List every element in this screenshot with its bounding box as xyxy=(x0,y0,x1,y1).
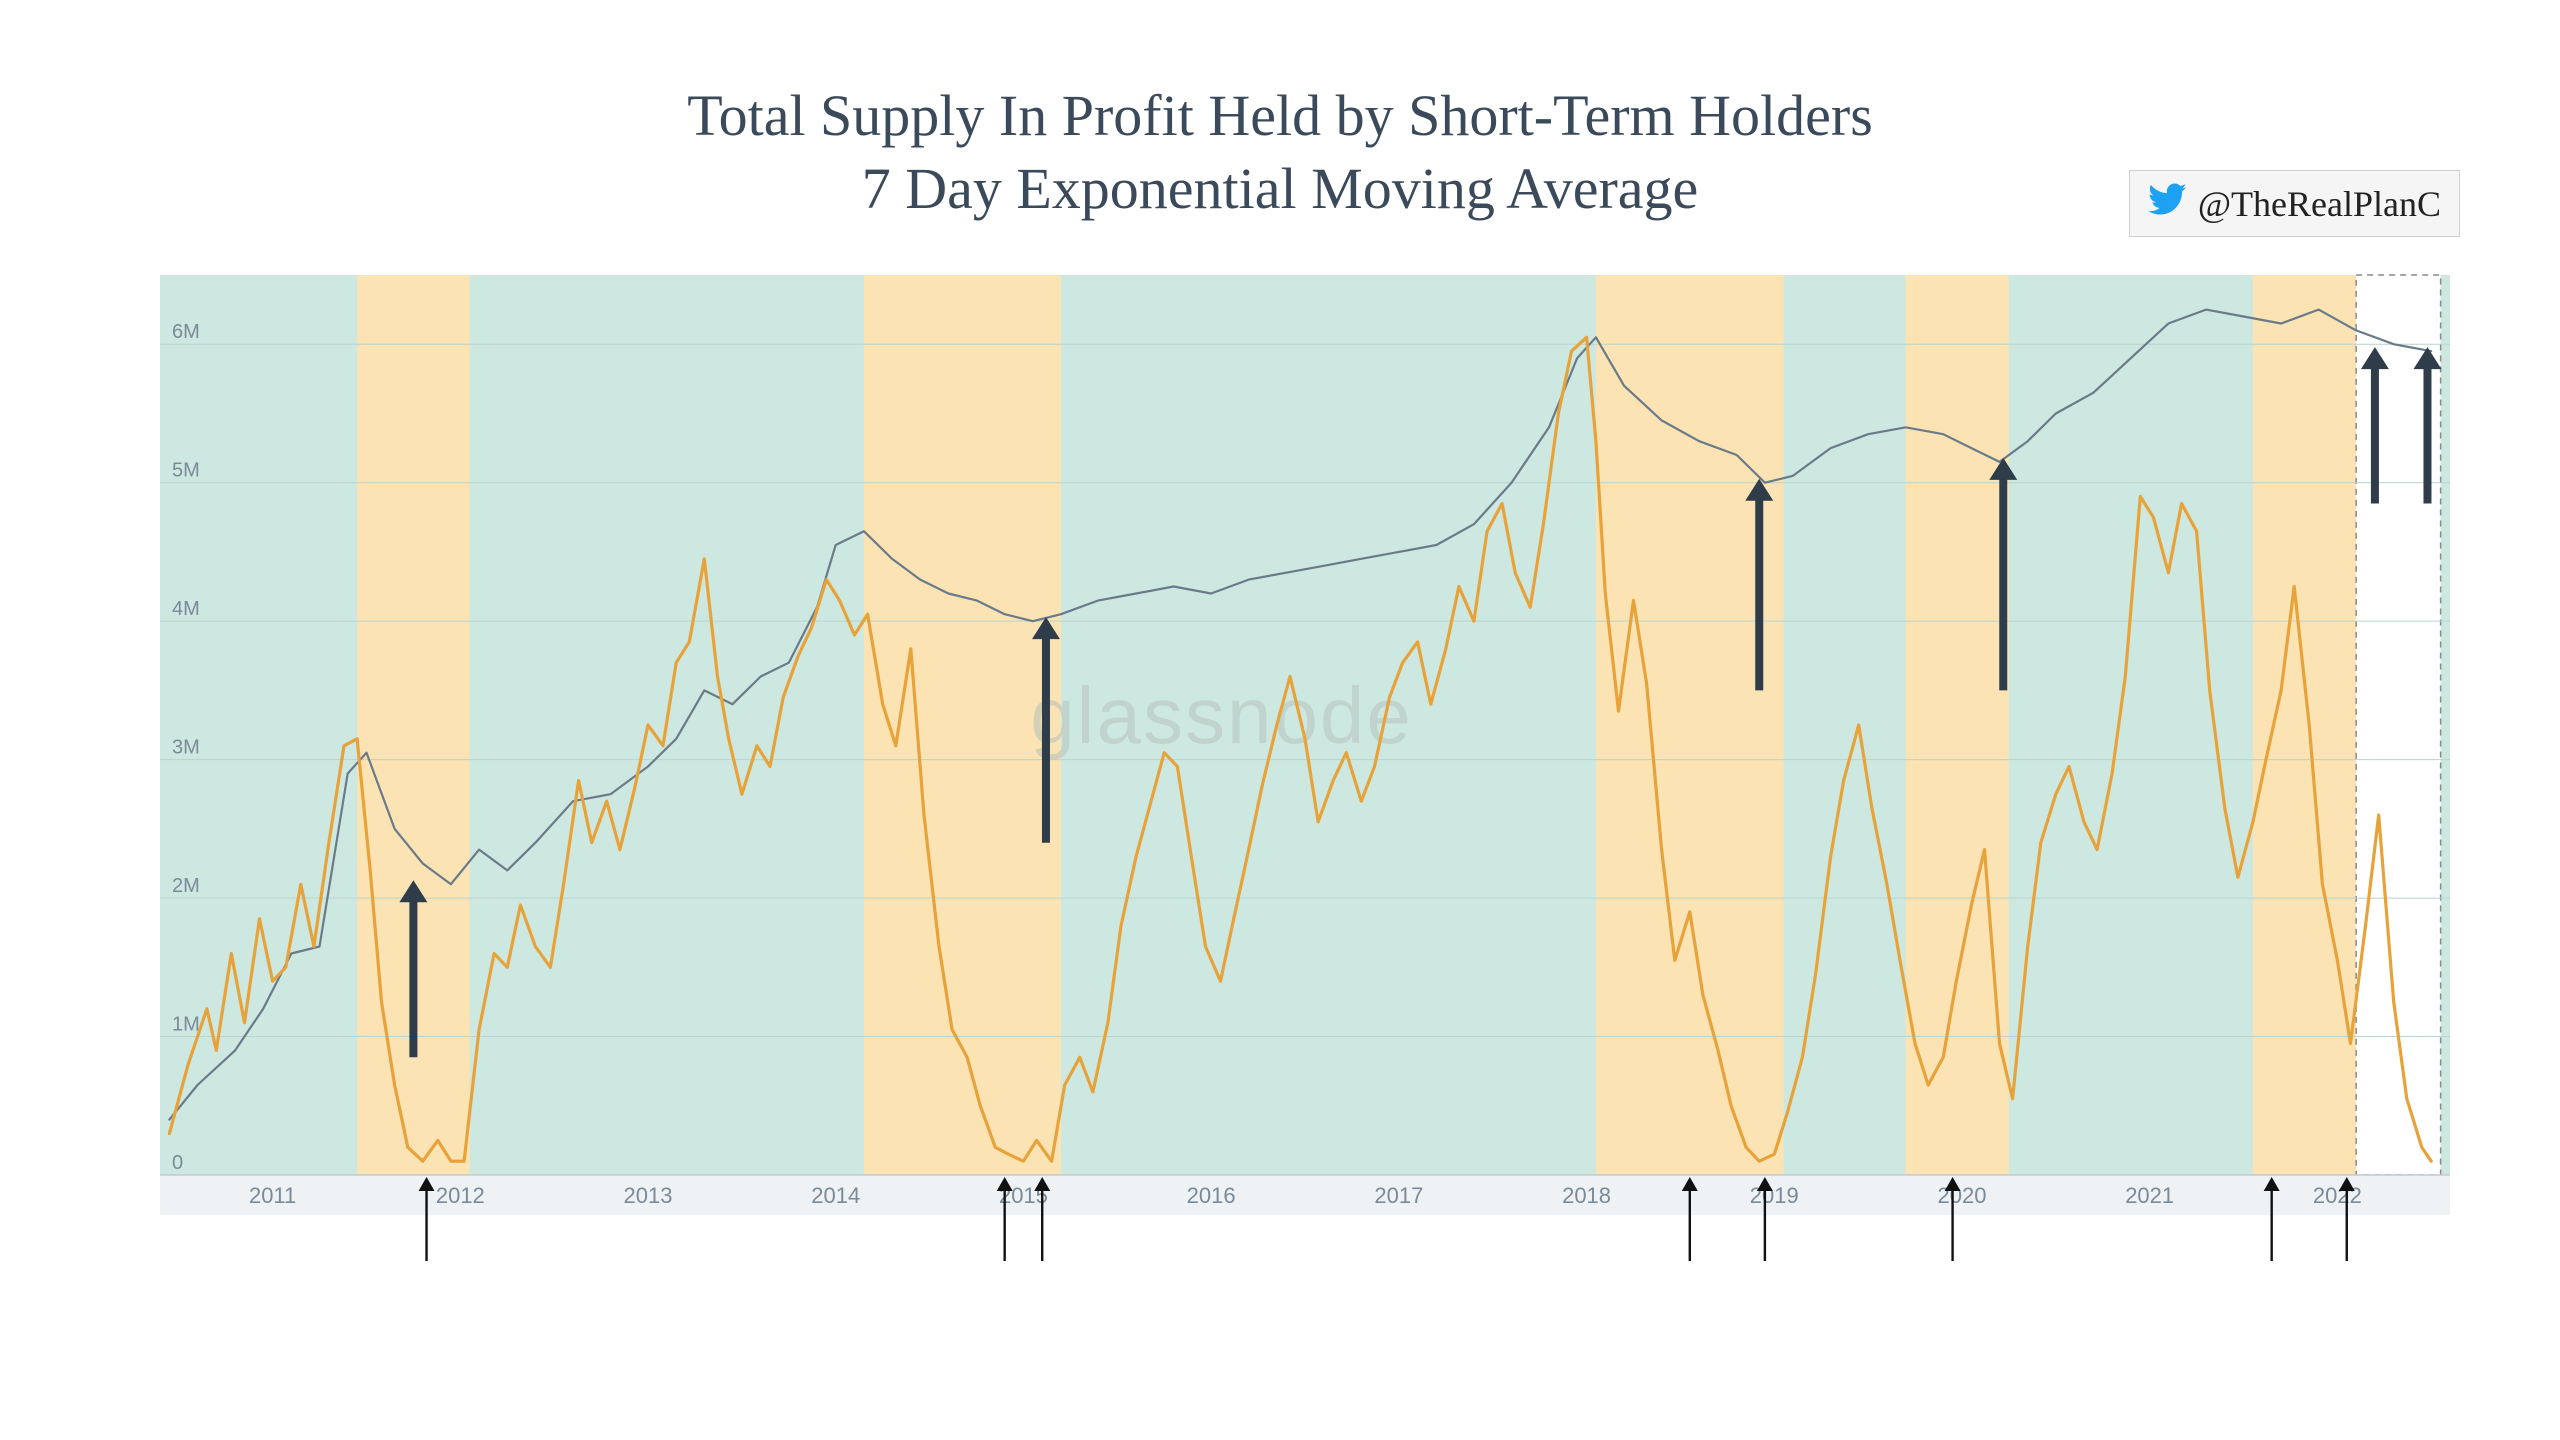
x-tick-label: 2014 xyxy=(811,1183,860,1208)
highlight-band xyxy=(1906,275,2009,1175)
highlight-band xyxy=(1596,275,1784,1175)
title-line-1: Total Supply In Profit Held by Short-Ter… xyxy=(100,80,2460,153)
x-axis-strip xyxy=(160,1175,2450,1215)
handle-badge: @TheRealPlanC xyxy=(2129,170,2460,237)
x-tick-label: 2022 xyxy=(2313,1183,2362,1208)
y-tick-label: 3M xyxy=(172,737,200,759)
x-tick-label: 2021 xyxy=(2125,1183,2174,1208)
x-tick-label: 2013 xyxy=(624,1183,673,1208)
y-tick-label: 1M xyxy=(172,1014,200,1036)
x-tick-label: 2012 xyxy=(436,1183,485,1208)
title-block: Total Supply In Profit Held by Short-Ter… xyxy=(100,80,2460,225)
x-tick-label: 2016 xyxy=(1187,1183,1236,1208)
y-tick-label: 5M xyxy=(172,460,200,482)
y-tick-label: 0 xyxy=(172,1152,183,1174)
highlight-band xyxy=(2253,275,2356,1175)
watermark: glassnode xyxy=(1030,671,1413,760)
x-tick-label: 2017 xyxy=(1374,1183,1423,1208)
handle-text: @TheRealPlanC xyxy=(2198,183,2441,225)
title-line-2: 7 Day Exponential Moving Average xyxy=(100,153,2460,226)
x-tick-label: 2018 xyxy=(1562,1183,1611,1208)
y-tick-label: 6M xyxy=(172,321,200,343)
y-tick-label: 4M xyxy=(172,598,200,620)
chart-container: 0 1M 2M 3M 4M 5M 6M glassnode 2011 2012 2013 2014 20… xyxy=(100,265,2460,1265)
y-tick-label: 2M xyxy=(172,875,200,897)
x-tick-label: 2019 xyxy=(1750,1183,1799,1208)
x-tick-label: 2020 xyxy=(1937,1183,1986,1208)
x-tick-label: 2011 xyxy=(249,1183,296,1208)
page: Total Supply In Profit Held by Short-Ter… xyxy=(0,0,2560,1440)
chart-svg: 0 1M 2M 3M 4M 5M 6M glassnode 2011 2012 2013 2014 20… xyxy=(100,265,2460,1265)
twitter-icon xyxy=(2148,179,2188,228)
